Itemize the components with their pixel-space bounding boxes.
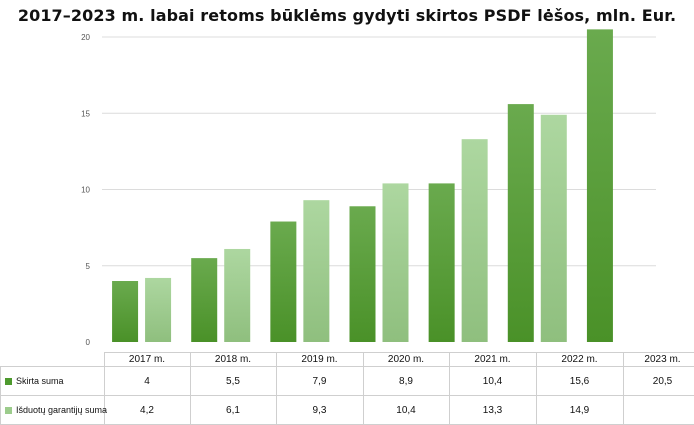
- data-label: 9,3: [275, 395, 364, 425]
- data-label: 4,2: [103, 395, 191, 425]
- bar-isduotu-garantiju-suma-5: [540, 114, 567, 343]
- bar-isduotu-garantiju-suma-1: [224, 248, 251, 342]
- series-label-skirta-suma: Skirta suma: [16, 376, 64, 386]
- data-label: 5,5: [189, 366, 277, 396]
- data-label: 13,3: [448, 395, 537, 425]
- data-label: 15,6: [535, 366, 624, 396]
- bar-isduotu-garantiju-suma-0: [145, 277, 172, 342]
- bar-skirta-suma-2: [270, 221, 297, 342]
- bars: [112, 29, 613, 343]
- bar-chart: 0 5 10 15 20: [81, 29, 656, 347]
- series-label-cell: Skirta suma: [0, 366, 105, 396]
- bar-skirta-suma-5: [507, 104, 534, 342]
- bar-skirta-suma-4: [428, 183, 455, 342]
- data-table: 2017 m. 2018 m. 2019 m. 2020 m. 2021 m. 2022 …: [0, 352, 694, 425]
- data-label: [622, 395, 694, 425]
- bar-skirta-suma-3: [349, 206, 376, 342]
- data-label: 6,1: [189, 395, 277, 425]
- bar-isduotu-garantiju-suma-2: [303, 200, 330, 342]
- data-label: 20,5: [622, 366, 694, 396]
- bar-skirta-suma-6: [586, 29, 613, 342]
- y-tick-label: 15: [81, 109, 90, 118]
- y-tick-label: 0: [86, 338, 91, 347]
- bar-isduotu-garantiju-suma-4: [461, 139, 488, 342]
- y-tick-label: 5: [86, 262, 91, 271]
- category-label: 2019 m.: [275, 352, 364, 367]
- category-label: 2022 m.: [535, 352, 624, 367]
- category-label: 2018 m.: [189, 352, 277, 367]
- series-label-isduotu-garantiju-suma: Išduotų garantijų suma: [16, 405, 108, 415]
- data-label: 7,9: [275, 366, 364, 396]
- category-label: 2017 m.: [103, 352, 191, 367]
- data-label: 8,9: [362, 366, 450, 396]
- series-label-cell: Išduotų garantijų suma: [0, 395, 108, 425]
- y-tick-label: 20: [81, 33, 90, 42]
- category-label: 2020 m.: [362, 352, 450, 367]
- table-header-row: 2017 m. 2018 m. 2019 m. 2020 m. 2021 m. 2022 …: [0, 352, 694, 367]
- legend-swatch-isduotu-garantiju-suma: [5, 407, 12, 415]
- table-corner: [0, 352, 105, 367]
- table-row-isduotu-garantiju-suma: Išduotų garantijų suma 4,2 6,1 9,3 10,4 13,3…: [0, 395, 694, 425]
- data-label: 10,4: [448, 366, 537, 396]
- legend-swatch-skirta-suma: [5, 378, 12, 386]
- table-row-skirta-suma: Skirta suma 4 5,5 7,9 8,9 10,4 15,6 20,5: [0, 366, 694, 396]
- data-label: 4: [103, 366, 191, 396]
- category-label: 2023 m.: [622, 352, 694, 367]
- bar-isduotu-garantiju-suma-3: [382, 183, 409, 342]
- y-tick-label: 10: [81, 186, 90, 195]
- bar-skirta-suma-1: [191, 258, 218, 342]
- category-label: 2021 m.: [448, 352, 537, 367]
- chart-title: 2017–2023 m. labai retoms būklėms gydyti…: [17, 6, 677, 25]
- bar-skirta-suma-0: [112, 281, 139, 342]
- data-label: 14,9: [535, 395, 624, 425]
- data-label: 10,4: [362, 395, 450, 425]
